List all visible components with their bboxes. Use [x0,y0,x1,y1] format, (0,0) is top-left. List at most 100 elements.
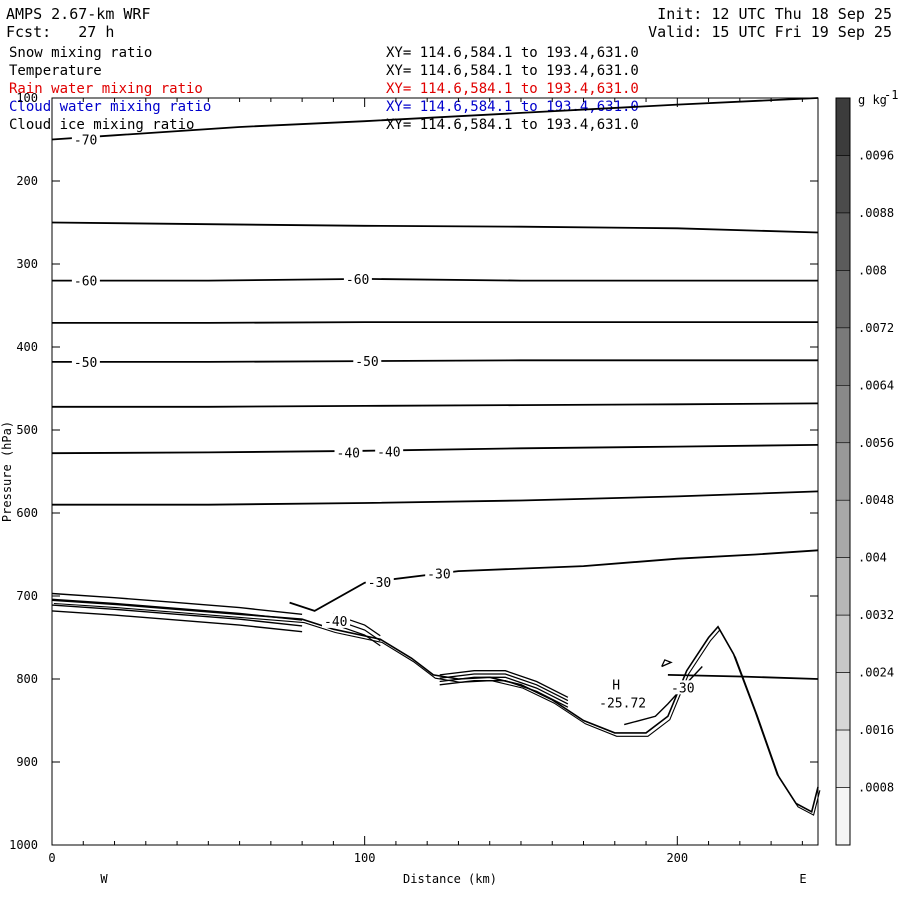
legend-xy-range: XY= 114.6,584.1 to 193.4,631.0 [386,45,639,61]
colorbar-unit: g kg [858,93,887,107]
colorbar-swatch [835,155,851,214]
isotherm-line [52,277,818,282]
init-time: Init: 12 UTC Thu 18 Sep 25 [657,5,892,23]
colorbar-swatch [835,442,851,501]
contour-label-gap [375,444,404,459]
y-tick-label: 700 [16,589,38,603]
isotherm-line [51,97,819,141]
legend-field-name: Cloud ice mixing ratio [9,117,195,133]
colorbar-swatch [835,787,851,846]
contour-label: -60 [74,275,97,290]
isotherm-line [624,666,703,726]
fcst-label: Fcst: [6,23,52,41]
colorbar-tick-label: .0016 [858,723,894,737]
surface-isotherm [51,610,303,633]
contour-label-gap [322,613,351,628]
y-tick-label: 800 [16,672,38,686]
terrain-outline [51,599,819,813]
legend-xy-range: XY= 114.6,584.1 to 193.4,631.0 [386,63,639,79]
colorbar-swatch [835,327,851,386]
colorbar-swatch [835,614,851,673]
y-tick-label: 900 [16,755,38,769]
y-tick-label: 200 [16,174,38,188]
contour-label-gap [71,273,100,288]
colorbar-tick-label: .0008 [858,781,894,795]
isotherm-line [661,659,673,668]
isotherm-line [667,674,819,680]
isotherm-line [52,490,819,506]
x-tick-label: 100 [354,851,376,865]
surface-isotherm [439,680,569,708]
legend-field-name: Rain water mixing ratio [9,81,203,97]
contour-label-gap [334,445,363,460]
y-tick-label: 100 [16,91,38,105]
colorbar-tick-label: .008 [858,263,887,277]
colorbar-tick-label: .004 [858,551,887,565]
colorbar-tick-label: .0048 [858,493,894,507]
contour-label: -30 [671,681,694,696]
colorbar-tick-label: .0064 [858,378,894,392]
isotherm-line [52,321,818,324]
surface-isotherm [439,673,569,702]
colorbar-tick-label: .0088 [858,206,894,220]
valid-time: Valid: 15 UTC Fri 19 Sep 25 [648,23,892,41]
isotherm-line [51,444,819,455]
x-axis-label: Distance (km) [403,872,497,886]
surface-isotherm [439,676,569,705]
y-tick-label: 600 [16,506,38,520]
contour-label: -50 [74,356,97,371]
colorbar-tick-label: .0096 [858,148,894,162]
colorbar-tick-label: .0032 [858,608,894,622]
colorbar-swatch [835,385,851,444]
isotherm-line [51,221,819,234]
terrain-outline [53,602,821,816]
contour-label: -40 [337,446,360,461]
y-tick-label: 300 [16,257,38,271]
contour-label-gap [343,271,372,286]
x-tick-label: 200 [666,851,688,865]
y-tick-label: 500 [16,423,38,437]
contour-label-gap [71,354,100,369]
surface-isotherm [51,592,303,615]
colorbar-swatch [835,672,851,731]
colorbar-frame [835,97,851,846]
y-tick-label: 400 [16,340,38,354]
fcst-value: 27 h [78,23,115,41]
contour-label-gap [365,574,394,589]
contour-label-gap [669,680,698,695]
contour-label: -30 [427,568,450,583]
contour-label: -50 [355,355,378,370]
contour-label: -70 [74,134,97,149]
x-end-label-west: W [100,872,108,886]
legend-field-name: Cloud water mixing ratio [9,99,212,115]
legend-field-name: Snow mixing ratio [9,45,153,61]
colorbar-tick-label: .0024 [858,666,894,680]
contour-label-gap [71,132,100,147]
colorbar-swatch [835,270,851,329]
surface-isotherm [439,670,569,698]
isotherm-line [289,549,819,612]
contour-label: -30 [368,576,391,591]
colorbar-swatch [835,557,851,616]
contour-label: -40 [377,446,400,461]
contour-label: -40 [324,615,347,630]
plot-frame [51,97,819,846]
legend-field-name: Temperature [9,63,102,79]
legend-xy-range: XY= 114.6,584.1 to 193.4,631.0 [386,81,639,97]
extremum-marker: H [612,678,620,693]
colorbar-swatch [835,212,851,271]
forecast-hour-label: Fcst: 27 h [6,23,114,41]
contour-label-gap [425,566,454,581]
colorbar-tick-label: .0072 [858,321,894,335]
colorbar-swatch [835,729,851,788]
contour-label-gap [353,354,382,369]
isotherm-line [52,402,819,408]
y-axis-label: Pressure (hPa) [0,421,14,522]
isotherm-line [52,359,818,363]
colorbar-tick-label: .0056 [858,436,894,450]
model-title: AMPS 2.67-km WRF [6,5,151,23]
y-tick-label: 1000 [9,838,38,852]
x-end-label-east: E [799,872,806,886]
surface-isotherm [51,604,303,627]
legend-xy-range: XY= 114.6,584.1 to 193.4,631.0 [386,117,639,133]
